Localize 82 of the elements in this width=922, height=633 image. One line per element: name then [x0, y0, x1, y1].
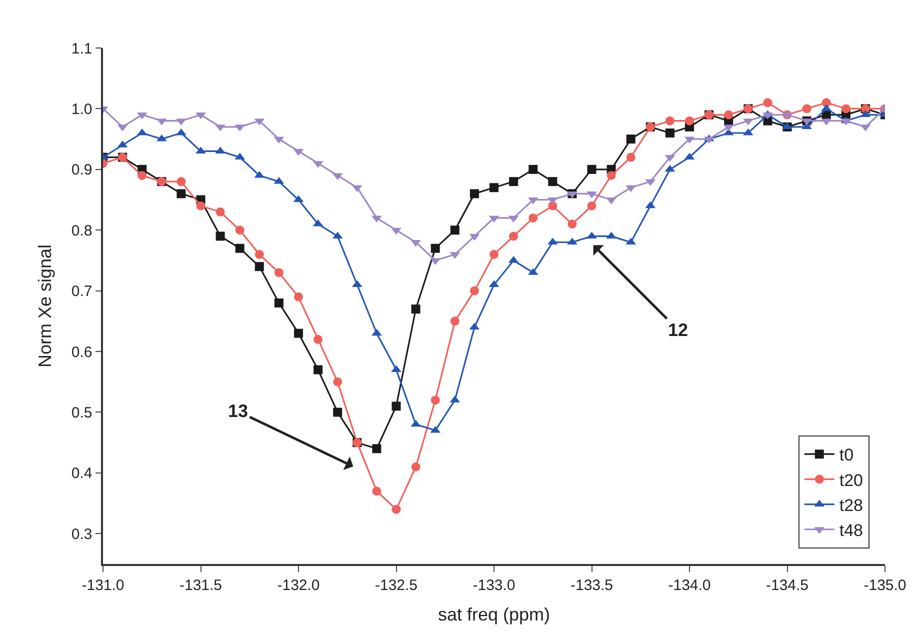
point: [392, 504, 401, 514]
legend-label: t0: [839, 446, 854, 465]
point: [294, 292, 303, 302]
point: [626, 152, 636, 162]
point: [372, 486, 382, 496]
point: [841, 104, 850, 114]
point: [626, 134, 636, 144]
point: [606, 170, 616, 180]
x-tick-label: -133.0: [472, 576, 516, 594]
point: [254, 250, 264, 259]
point: [333, 377, 342, 386]
point: [138, 170, 147, 180]
y-tick-label: 0.9: [71, 162, 92, 179]
y-tick-label: 0.3: [71, 526, 92, 543]
point: [333, 408, 342, 417]
point: [509, 177, 518, 186]
point: [410, 420, 421, 427]
point: [274, 268, 284, 278]
point: [450, 226, 460, 235]
point: [490, 250, 498, 259]
point: [254, 262, 264, 272]
legend-label: t28: [839, 496, 863, 515]
y-tick-label: 0.5: [71, 404, 92, 422]
point: [294, 328, 303, 338]
x-tick-label: -131.5: [179, 576, 222, 594]
point: [724, 110, 734, 120]
point: [567, 238, 578, 245]
point: [411, 462, 420, 472]
point: [176, 177, 186, 186]
x-tick-label: -132.5: [374, 576, 418, 594]
point: [216, 232, 225, 241]
point: [235, 244, 244, 253]
point: [176, 189, 186, 198]
x-tick-label: -132.0: [277, 576, 320, 594]
x-tick-label: -133.5: [570, 576, 614, 594]
x-tick-label: -131.0: [82, 576, 124, 594]
point: [587, 164, 596, 174]
x-tick-label: -134.0: [668, 576, 711, 594]
point: [314, 334, 323, 344]
point: [274, 298, 284, 308]
point: [196, 201, 206, 210]
y-tick-label: 1.0: [71, 100, 92, 118]
point: [763, 98, 772, 108]
point: [430, 396, 440, 405]
annotation: 12: [668, 320, 688, 340]
point: [665, 128, 674, 138]
point: [176, 128, 186, 136]
point: [411, 304, 420, 314]
point: [490, 183, 498, 192]
y-tick-label: 0.7: [71, 283, 92, 300]
y-tick-label: 0.8: [71, 222, 92, 240]
y-tick-label: 0.4: [71, 465, 92, 482]
point: [372, 444, 382, 454]
point: [235, 226, 244, 235]
point: [586, 191, 597, 198]
legend-label: t48: [839, 521, 863, 540]
y-axis-title: Norm Xe signal: [35, 244, 56, 368]
point: [470, 189, 479, 198]
x-axis-title: sat freq (ppm): [438, 604, 550, 624]
point: [430, 244, 440, 253]
annotation: 13: [228, 401, 248, 421]
point: [568, 220, 577, 229]
y-tick-label: 1.1: [71, 40, 92, 58]
point: [372, 328, 382, 336]
x-tick-label: -135.0: [864, 576, 906, 594]
point: [685, 116, 694, 126]
point: [216, 207, 225, 216]
point: [509, 232, 518, 241]
point: [314, 365, 323, 374]
point: [528, 164, 538, 174]
point: [392, 402, 401, 411]
point: [391, 228, 402, 235]
point: [587, 201, 596, 210]
legend-label: t20: [839, 470, 863, 490]
point: [548, 177, 558, 186]
x-tick-label: -134.5: [766, 576, 809, 594]
point: [528, 213, 538, 222]
y-tick-label: 0.6: [71, 344, 92, 361]
point: [470, 286, 479, 296]
point: [665, 116, 674, 126]
point: [450, 316, 460, 326]
point: [802, 104, 812, 114]
